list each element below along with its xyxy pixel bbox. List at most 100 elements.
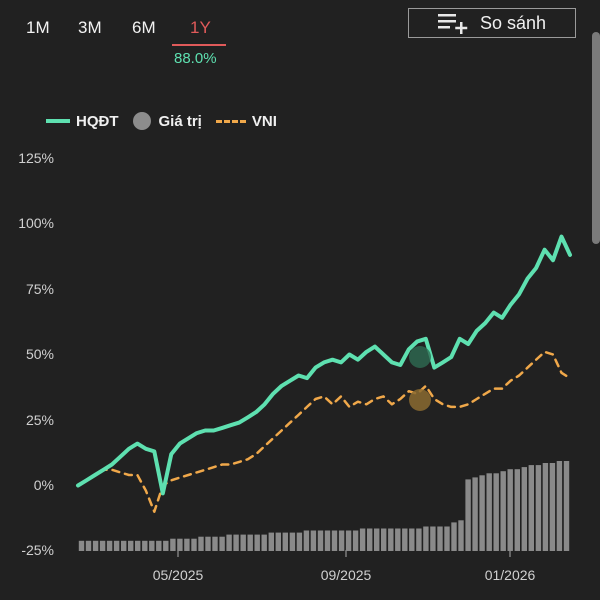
volume-bar (99, 540, 106, 551)
tab-6m[interactable]: 6M (132, 18, 156, 37)
volume-bar (212, 536, 218, 551)
tab-3m[interactable]: 3M (78, 18, 102, 37)
x-tick-label: 09/2025 (320, 567, 372, 583)
compare-button[interactable]: So sánh (408, 8, 576, 38)
legend-item-hqdt[interactable]: HQĐT (46, 113, 119, 130)
volume-bar (381, 528, 387, 551)
volume-bar (184, 538, 190, 551)
volume-bar (388, 528, 394, 551)
volume-bar (170, 538, 176, 551)
volume-bar (135, 540, 141, 551)
volume-bar (359, 528, 366, 551)
chart-legend: HQĐT Giá trị VNI (46, 112, 291, 130)
y-tick-label: 0% (33, 477, 54, 493)
volume-bar (458, 520, 464, 551)
volume-bar (472, 477, 478, 551)
volume-bar (451, 522, 457, 551)
volume-bar (163, 540, 169, 551)
y-tick-label: 50% (25, 346, 54, 362)
volume-bar (128, 540, 134, 551)
period-return: 88.0% (174, 50, 217, 67)
y-tick-label: 25% (25, 412, 54, 428)
volume-bar (191, 538, 197, 551)
volume-bar (444, 526, 450, 551)
volume-bar (352, 530, 359, 551)
volume-bar (261, 534, 267, 551)
volume-bar (367, 528, 373, 551)
volume-bar (402, 528, 408, 551)
compare-button-label: So sánh (479, 12, 547, 33)
volume-bar (92, 540, 99, 551)
volume-bar (416, 528, 422, 551)
legend-label: VNI (251, 112, 277, 130)
volume-bar (177, 538, 183, 551)
volume-bar (149, 540, 155, 551)
volume-bar (275, 532, 281, 551)
volume-bar (345, 530, 352, 551)
legend-dot (132, 112, 151, 130)
scrollbar[interactable] (592, 32, 600, 244)
add-to-list-icon (437, 14, 468, 34)
legend-item-gia-tri[interactable]: Giá trị (132, 112, 202, 130)
volume-bar (437, 526, 443, 551)
y-tick-label: -25% (21, 542, 54, 558)
volume-bar (493, 473, 499, 551)
active-tab-indicator (172, 44, 226, 46)
volume-bar (121, 540, 127, 551)
volume-bar (268, 532, 274, 551)
legend-line-solid (46, 119, 70, 123)
hover-marker-hqdt (409, 346, 431, 368)
volume-bar (156, 540, 162, 551)
volume-bar (324, 530, 331, 551)
volume-bar (233, 534, 239, 551)
volume-bar (317, 530, 324, 551)
volume-bar (507, 469, 513, 551)
volume-bar (254, 534, 260, 551)
volume-bar (374, 528, 380, 551)
volume-bar (521, 467, 527, 551)
volume-bar (500, 471, 506, 551)
volume-bar (310, 530, 317, 551)
series-lines (76, 234, 572, 513)
hover-marker-vni (409, 389, 431, 411)
y-tick-label: 125% (18, 150, 54, 166)
volume-bars (78, 461, 570, 551)
volume-bar (479, 475, 485, 551)
volume-bar (465, 479, 471, 551)
volume-bar (549, 463, 556, 551)
volume-bar (331, 530, 338, 551)
x-tick-label: 05/2025 (152, 567, 204, 583)
volume-bar (542, 463, 549, 551)
volume-bar (219, 536, 225, 551)
volume-bar (142, 540, 148, 551)
tab-1m[interactable]: 1M (26, 18, 50, 37)
volume-bar (514, 469, 520, 551)
volume-bar (289, 532, 296, 551)
volume-bar (395, 528, 401, 551)
volume-bar (486, 473, 492, 551)
volume-bar (409, 528, 415, 551)
legend-label: HQĐT (76, 112, 119, 130)
volume-bar (247, 534, 253, 551)
volume-bar (113, 540, 120, 551)
legend-item-vni[interactable]: VNI (215, 112, 277, 130)
volume-bar (78, 540, 85, 551)
volume-bar (430, 526, 436, 551)
volume-bar (85, 540, 92, 551)
y-tick-label: 100% (18, 215, 54, 231)
volume-bar (296, 532, 303, 551)
volume-bar (535, 465, 542, 551)
x-tick-label: 01/2026 (484, 567, 536, 583)
volume-bar (226, 534, 232, 551)
volume-bar (338, 530, 345, 551)
volume-bar (528, 465, 534, 551)
legend-line-dashed (215, 119, 246, 123)
volume-bar (205, 536, 211, 551)
tab-1y[interactable]: 1Y (190, 18, 211, 37)
series-line-hqdt (76, 234, 572, 496)
volume-bar (303, 530, 310, 551)
volume-bar (556, 461, 563, 551)
volume-bar (282, 532, 288, 551)
volume-bar (423, 526, 429, 551)
